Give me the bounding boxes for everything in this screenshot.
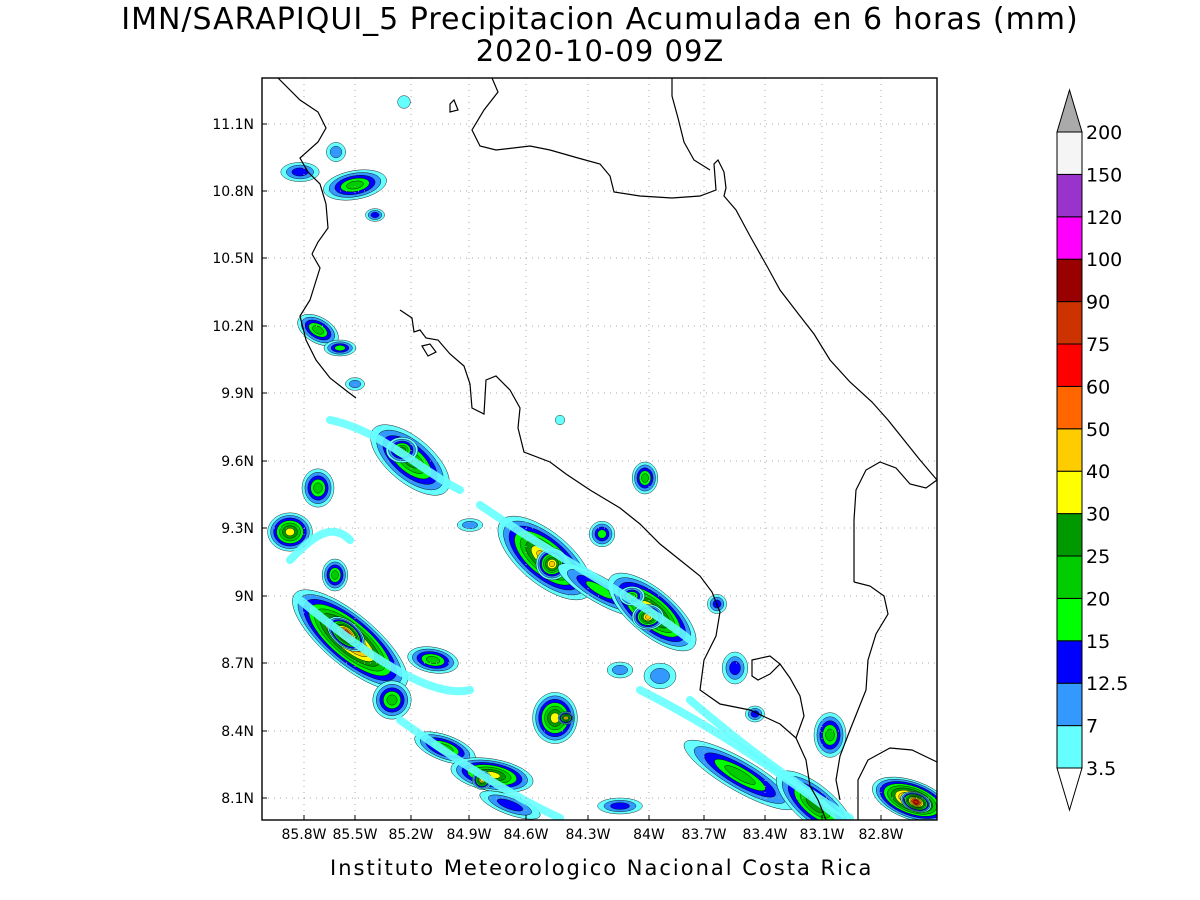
precip-streak: [396, 716, 564, 820]
precip-contour: [425, 656, 441, 664]
colorbar-swatch: [1056, 301, 1083, 345]
map-subtitle: 2020-10-09 09Z: [475, 34, 725, 68]
precip-streak: [286, 527, 354, 564]
lat-tick-label: 8.1N: [221, 791, 254, 807]
precip-contour: [724, 765, 756, 785]
colorbar-swatch: [1056, 555, 1083, 599]
colorbar-label: 75: [1086, 334, 1110, 356]
precip-contour: [913, 800, 919, 804]
map-title: IMN/SARAPIQUI_5 Precipitacion Acumulada …: [121, 2, 1079, 37]
precip-contour: [610, 802, 630, 810]
precip-contour: [370, 212, 380, 218]
precip-contour: [462, 521, 478, 530]
lat-tick-label: 10.5N: [212, 251, 254, 267]
precip-contour: [555, 415, 566, 426]
precip-contour: [334, 345, 346, 351]
precip-contour: [650, 668, 670, 684]
map-frame: [261, 77, 938, 821]
precip-contour: [597, 529, 607, 539]
colorbar-label: 200: [1086, 122, 1122, 144]
lon-tick-label: 85.8W: [281, 827, 326, 843]
colorbar-label: 3.5: [1086, 758, 1116, 780]
precip-contour: [313, 482, 323, 494]
lat-tick-label: 9.6N: [221, 454, 254, 470]
colorbar-swatch: [1056, 725, 1083, 769]
colorbar-label: 100: [1086, 249, 1122, 271]
lon-tick-label: 84.3W: [565, 827, 610, 843]
lon-tick-label: 84.6W: [503, 827, 548, 843]
colorbar-label: 50: [1086, 419, 1110, 441]
precip-contour: [331, 570, 339, 580]
precip-contour: [330, 145, 343, 158]
colorbar-swatch: [1056, 428, 1083, 472]
precip-contour: [397, 95, 411, 109]
colorbar-label: 25: [1086, 546, 1110, 568]
lon-tick-label: 82.8W: [858, 827, 903, 843]
precip-contour: [285, 528, 295, 537]
precip-streak: [686, 696, 854, 820]
longitude-axis: 85.8W 85.5W 85.2W 84.9W 84.6W 84.3W 84W 83.7W 83…: [281, 827, 903, 843]
colorbar-swatch: [1056, 640, 1083, 684]
precip-streak: [636, 686, 844, 820]
precip-contour: [612, 665, 628, 676]
precipitation-field: [267, 95, 937, 820]
colorbar-swatch: [1056, 513, 1083, 557]
precip-contour: [825, 728, 835, 742]
lat-tick-label: 10.8N: [212, 184, 254, 200]
colorbar-swatch: [1056, 682, 1083, 727]
colorbar-label: 12.5: [1086, 673, 1128, 695]
lon-tick-label: 84W: [633, 827, 665, 843]
colorbar-swatch: [1056, 173, 1083, 218]
map-gridlines: [262, 78, 937, 820]
colorbar-top-arrow: [1056, 88, 1083, 133]
colorbar-label: 30: [1086, 504, 1110, 526]
lat-tick-label: 10.2N: [212, 319, 254, 335]
colorbar-label: 20: [1086, 588, 1110, 610]
colorbar-swatch: [1056, 343, 1083, 387]
precip-contour: [549, 561, 556, 568]
precip-contour: [386, 694, 398, 706]
colorbar-swatch: [1056, 385, 1083, 430]
institution-credit: Instituto Meteorologico Nacional Costa R…: [330, 856, 874, 880]
lon-tick-label: 84.9W: [446, 827, 491, 843]
precip-contour: [496, 798, 524, 812]
colorbar-bottom-arrow: [1056, 767, 1083, 812]
precip-contour: [346, 180, 364, 190]
colorbar-swatch: [1056, 216, 1083, 260]
colorbar-label: 15: [1086, 631, 1110, 653]
colorbar-label: 120: [1086, 207, 1122, 229]
lat-tick-label: 11.1N: [212, 117, 254, 133]
precip-contour: [641, 473, 649, 483]
colorbar-label: 150: [1086, 164, 1122, 186]
colorbar: 3.5 7 12.5 15 20 25 30 40 50 60 75 90 100 120 150 200: [1056, 88, 1128, 812]
colorbar-label: 60: [1086, 376, 1110, 398]
lat-tick-label: 9N: [235, 589, 254, 605]
lon-tick-label: 83.1W: [799, 827, 844, 843]
lon-tick-label: 83.7W: [681, 827, 726, 843]
coastline: [277, 78, 937, 820]
lon-tick-label: 85.2W: [388, 827, 433, 843]
precip-contour: [312, 325, 324, 335]
precip-contour: [564, 716, 568, 720]
colorbar-swatch: [1056, 258, 1083, 303]
lat-tick-label: 8.4N: [221, 724, 254, 740]
precip-streak: [296, 596, 474, 696]
precip-streak: [326, 416, 464, 494]
lat-tick-label: 9.9N: [221, 386, 254, 402]
precip-streak: [476, 501, 694, 644]
colorbar-label: 7: [1086, 716, 1098, 738]
colorbar-label: 40: [1086, 461, 1110, 483]
lon-tick-label: 83.4W: [742, 827, 787, 843]
colorbar-label: 90: [1086, 292, 1110, 314]
colorbar-swatch: [1056, 470, 1083, 515]
precip-contour: [729, 660, 741, 676]
latitude-axis: 11.1N 10.8N 10.5N 10.2N 9.9N 9.6N 9.3N 9N 8.7N 8.…: [212, 117, 254, 807]
colorbar-swatch: [1056, 131, 1083, 175]
colorbar-swatch: [1056, 597, 1083, 642]
lat-tick-label: 8.7N: [221, 656, 254, 672]
lat-tick-label: 9.3N: [221, 521, 254, 537]
lon-tick-label: 85.5W: [332, 827, 377, 843]
